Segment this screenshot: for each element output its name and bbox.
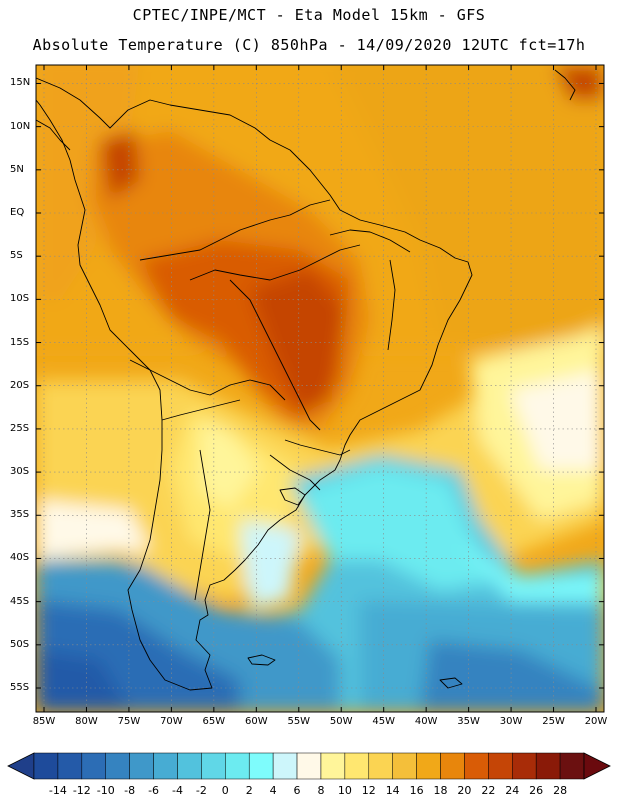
lat-label: 25S [10, 422, 30, 434]
colorbar-label: 28 [553, 784, 568, 797]
colorbar-box [33, 752, 59, 780]
lat-label: 45S [10, 595, 30, 607]
colorbar-label: 4 [269, 784, 277, 797]
colorbar-label: -8 [124, 784, 136, 797]
colorbar-box [559, 752, 585, 780]
lat-label: 10N [10, 120, 31, 132]
colorbar-label: 24 [505, 784, 520, 797]
lat-label: 5S [10, 250, 23, 262]
lon-label: 45W [372, 716, 395, 727]
lat-label: EQ [10, 207, 25, 218]
lat-label: 10S [10, 293, 30, 305]
lon-label: 70W [160, 716, 183, 727]
lon-label: 75W [117, 716, 141, 727]
colorbar-box [535, 752, 561, 780]
colorbar-box [57, 752, 83, 780]
lon-label: 25W [542, 716, 565, 727]
lon-label: 20W [584, 716, 608, 727]
lat-label: 15N [10, 77, 31, 89]
axis-ticks [36, 65, 604, 712]
lon-label: 60W [244, 716, 268, 727]
colorbar-box [225, 752, 250, 780]
colorbar-box [440, 752, 465, 780]
lat-label: 50S [10, 638, 30, 650]
colorbar-label: 12 [361, 784, 376, 797]
map-border [35, 64, 605, 713]
colorbar-over-arrow [583, 752, 611, 780]
coastline [36, 69, 576, 691]
colorbar-label: -6 [148, 784, 160, 797]
lat-label: 20S [10, 379, 30, 391]
lat-label: 30S [10, 466, 30, 478]
lon-label: 85W [32, 716, 56, 727]
colorbar-box [512, 752, 537, 780]
lat-label: 40S [10, 552, 30, 564]
colorbar-label: 10 [337, 784, 352, 797]
colorbar-label: -10 [96, 784, 115, 797]
map-title: CPTEC/INPE/MCT - Eta Model 15km - GFS [132, 6, 486, 24]
colorbar-box [488, 752, 513, 780]
colorbar-box [201, 752, 226, 780]
colorbar-box [129, 752, 154, 780]
colorbar-box [368, 752, 393, 780]
graticule [36, 65, 604, 712]
colorbar-under-arrow [7, 752, 35, 780]
lon-label: 55W [287, 716, 311, 727]
colorbar-label: 20 [457, 784, 472, 797]
colorbar-label: 18 [433, 784, 448, 797]
lon-label: 80W [75, 716, 98, 727]
colorbar-box [272, 752, 298, 780]
colorbar-label: -2 [195, 784, 207, 797]
lat-label: 5N [10, 163, 24, 175]
colorbar-box [81, 752, 106, 780]
colorbar-box [177, 752, 202, 780]
colorbar-box [320, 752, 346, 780]
lat-label: 55S [10, 682, 30, 693]
colorbar-box [153, 752, 178, 780]
colorbar-label: 8 [317, 784, 325, 797]
colorbar-box [248, 752, 274, 780]
colorbar-box [105, 752, 130, 780]
colorbar-label: 26 [529, 784, 544, 797]
colorbar-boxes [33, 752, 585, 780]
lon-label: 40W [414, 716, 438, 727]
colorbar-label: -4 [171, 784, 183, 797]
colorbar-label: 22 [481, 784, 496, 797]
colorbar-label: -12 [72, 784, 91, 797]
colorbar-box [416, 752, 441, 780]
lon-label: 35W [457, 716, 480, 727]
colorbar [7, 752, 611, 780]
lat-label: 15S [10, 336, 30, 348]
colorbar-box [296, 752, 322, 780]
map-subtitle: Absolute Temperature (C) 850hPa - 14/09/… [32, 36, 586, 54]
colorbar-label: 6 [293, 784, 301, 797]
colorbar-label: 14 [385, 784, 400, 797]
colorbar-box [464, 752, 489, 780]
temperature-field [36, 65, 604, 712]
lon-label: 65W [202, 716, 226, 727]
lon-label: 30W [499, 716, 523, 727]
colorbar-label: -14 [48, 784, 67, 797]
colorbar-box [344, 752, 370, 780]
lat-label: 35S [10, 509, 30, 521]
lon-label: 50W [329, 716, 353, 727]
colorbar-box [392, 752, 417, 780]
colorbar-label: 16 [409, 784, 424, 797]
colorbar-label: 2 [245, 784, 253, 797]
colorbar-label: 0 [221, 784, 229, 797]
